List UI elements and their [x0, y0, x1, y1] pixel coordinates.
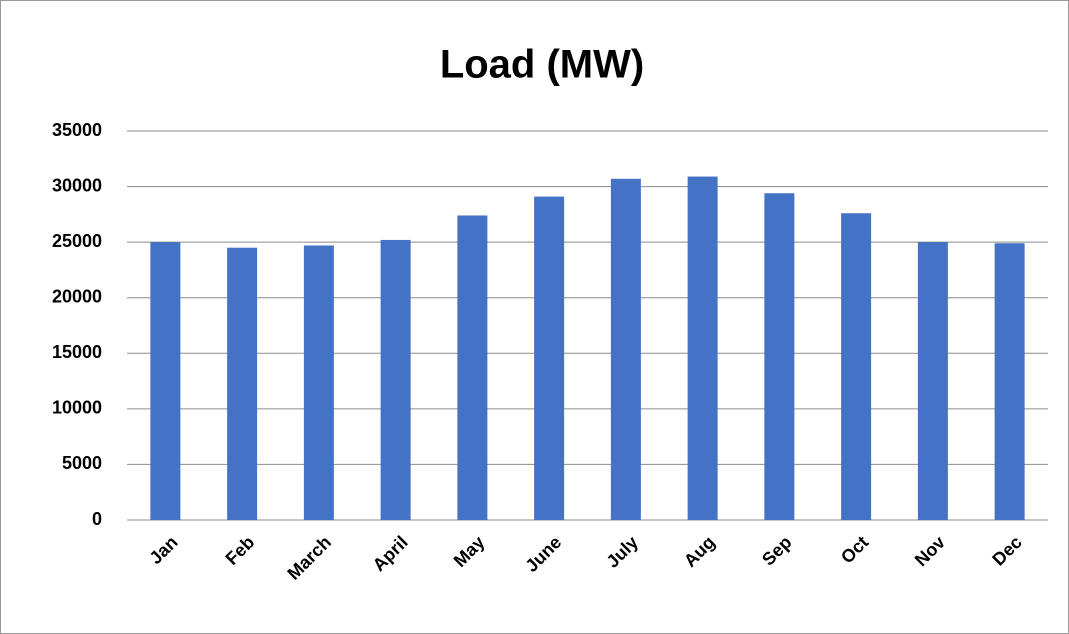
y-tick-label: 15000	[52, 342, 102, 362]
bar	[303, 245, 334, 520]
bar	[380, 239, 411, 521]
bar	[150, 242, 181, 520]
bar	[610, 178, 641, 520]
y-tick-label: 35000	[52, 120, 102, 140]
y-tick-label: 25000	[52, 231, 102, 251]
bar	[534, 196, 565, 520]
bar	[227, 247, 258, 520]
chart-title: Load (MW)	[440, 43, 644, 87]
bar	[457, 215, 488, 520]
y-tick-label: 10000	[52, 398, 102, 418]
bar	[917, 242, 948, 520]
y-tick-label: 30000	[52, 175, 102, 195]
bar	[841, 213, 872, 520]
bar	[764, 193, 795, 521]
bar	[994, 243, 1025, 521]
y-tick-label: 20000	[52, 286, 102, 306]
y-tick-label: 0	[92, 509, 102, 529]
y-tick-label: 5000	[62, 453, 102, 473]
bar	[687, 176, 718, 520]
